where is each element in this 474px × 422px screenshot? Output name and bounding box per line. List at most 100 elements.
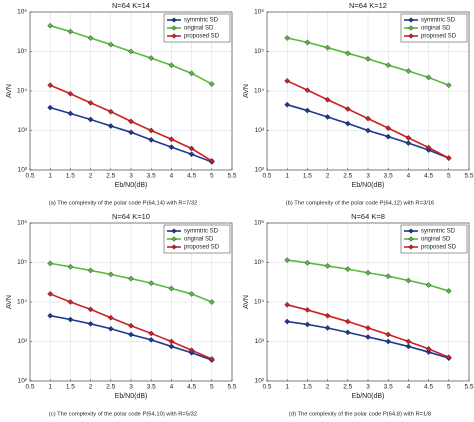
marker	[148, 127, 155, 134]
legend-marker	[408, 236, 414, 242]
y-axis-label: AVN	[243, 84, 250, 98]
legend-label: original SD	[421, 26, 451, 32]
chart-title: N=64 K=8	[351, 212, 385, 221]
marker	[425, 346, 432, 352]
x-axis-label: Eb/N0(dB)	[352, 182, 385, 189]
x-tick-label: 3.5	[147, 173, 156, 180]
y-tick-label: 10²	[18, 167, 28, 174]
marker	[47, 104, 54, 111]
marker	[107, 123, 114, 129]
marker	[128, 331, 134, 338]
marker	[304, 321, 311, 328]
marker	[128, 322, 134, 329]
x-axis-label: Eb/N0(dB)	[115, 182, 148, 189]
x-axis-label: Eb/N0(dB)	[352, 393, 385, 400]
y-axis-label: AVN	[6, 84, 13, 98]
marker	[47, 22, 54, 29]
marker	[47, 82, 54, 89]
marker	[47, 312, 54, 319]
marker	[148, 280, 155, 287]
x-tick-label: 2	[326, 384, 330, 391]
y-tick-label: 10⁶	[254, 9, 264, 16]
x-axis-label: Eb/N0(dB)	[115, 393, 148, 400]
marker	[188, 347, 195, 354]
legend-label: proposed SD	[184, 34, 220, 40]
marker	[284, 101, 291, 108]
legend-marker	[171, 228, 177, 234]
x-tick-label: 5	[447, 384, 451, 391]
marker	[188, 291, 195, 297]
y-tick-label: 10⁶	[17, 220, 27, 227]
marker	[304, 307, 311, 313]
marker	[107, 325, 114, 332]
x-tick-label: 1	[285, 173, 289, 180]
legend-label: original SD	[421, 237, 451, 243]
y-tick-label: 10²	[18, 378, 28, 385]
x-tick-label: 3	[129, 173, 133, 180]
legend-marker	[408, 25, 414, 31]
y-tick-label: 10²	[255, 378, 265, 385]
marker	[87, 320, 94, 327]
marker	[304, 39, 311, 46]
x-tick-label: 5	[210, 173, 214, 180]
x-tick-label: 4	[407, 173, 411, 180]
marker	[344, 120, 351, 127]
plot-frame	[266, 222, 470, 382]
y-axis-label: AVN	[243, 295, 250, 309]
x-tick-label: 0.5	[25, 173, 34, 180]
marker	[405, 68, 412, 74]
x-tick-label: 4	[407, 384, 411, 391]
legend-label: original SD	[184, 237, 214, 243]
marker	[148, 55, 155, 61]
x-tick-label: 1	[48, 384, 52, 391]
chart-title: N=64 K=14	[112, 1, 150, 10]
marker	[208, 356, 215, 362]
x-tick-label: 2.5	[343, 173, 352, 180]
marker	[405, 277, 412, 284]
marker	[284, 35, 291, 41]
marker	[67, 90, 74, 97]
legend-marker	[171, 25, 177, 31]
marker	[148, 136, 155, 143]
x-tick-label: 1.5	[303, 384, 312, 391]
marker	[168, 338, 175, 345]
y-tick-label: 10⁵	[254, 48, 264, 55]
chart-title: N=64 K=10	[112, 212, 150, 221]
x-tick-label: 2.5	[106, 384, 115, 391]
x-tick-label: 3	[129, 384, 133, 391]
x-tick-label: 0.5	[262, 173, 271, 180]
marker	[425, 349, 432, 355]
marker	[148, 330, 155, 337]
marker	[67, 28, 74, 35]
marker	[47, 260, 54, 267]
marker	[128, 118, 134, 125]
legend-marker	[171, 244, 177, 250]
marker	[324, 96, 331, 103]
marker	[107, 314, 114, 321]
marker	[67, 316, 74, 323]
marker	[188, 151, 195, 158]
marker	[168, 285, 175, 292]
y-tick-label: 10⁴	[17, 299, 27, 306]
x-tick-label: 5	[447, 173, 451, 180]
marker	[385, 125, 392, 131]
marker	[425, 282, 432, 288]
y-axis-label: AVN	[6, 295, 13, 309]
marker	[188, 70, 195, 77]
x-tick-label: 4.5	[187, 384, 196, 391]
legend-label: proposed SD	[421, 245, 457, 251]
marker	[208, 158, 215, 164]
marker	[324, 44, 331, 51]
y-tick-label: 10⁶	[17, 9, 27, 16]
marker	[208, 81, 215, 87]
plot-frame	[29, 222, 233, 382]
x-tick-label: 2	[89, 173, 93, 180]
y-tick-label: 10³	[18, 338, 28, 345]
marker	[405, 343, 412, 350]
marker	[445, 354, 452, 361]
marker	[87, 267, 94, 274]
marker	[87, 116, 94, 123]
y-tick-label: 10⁵	[254, 259, 264, 266]
